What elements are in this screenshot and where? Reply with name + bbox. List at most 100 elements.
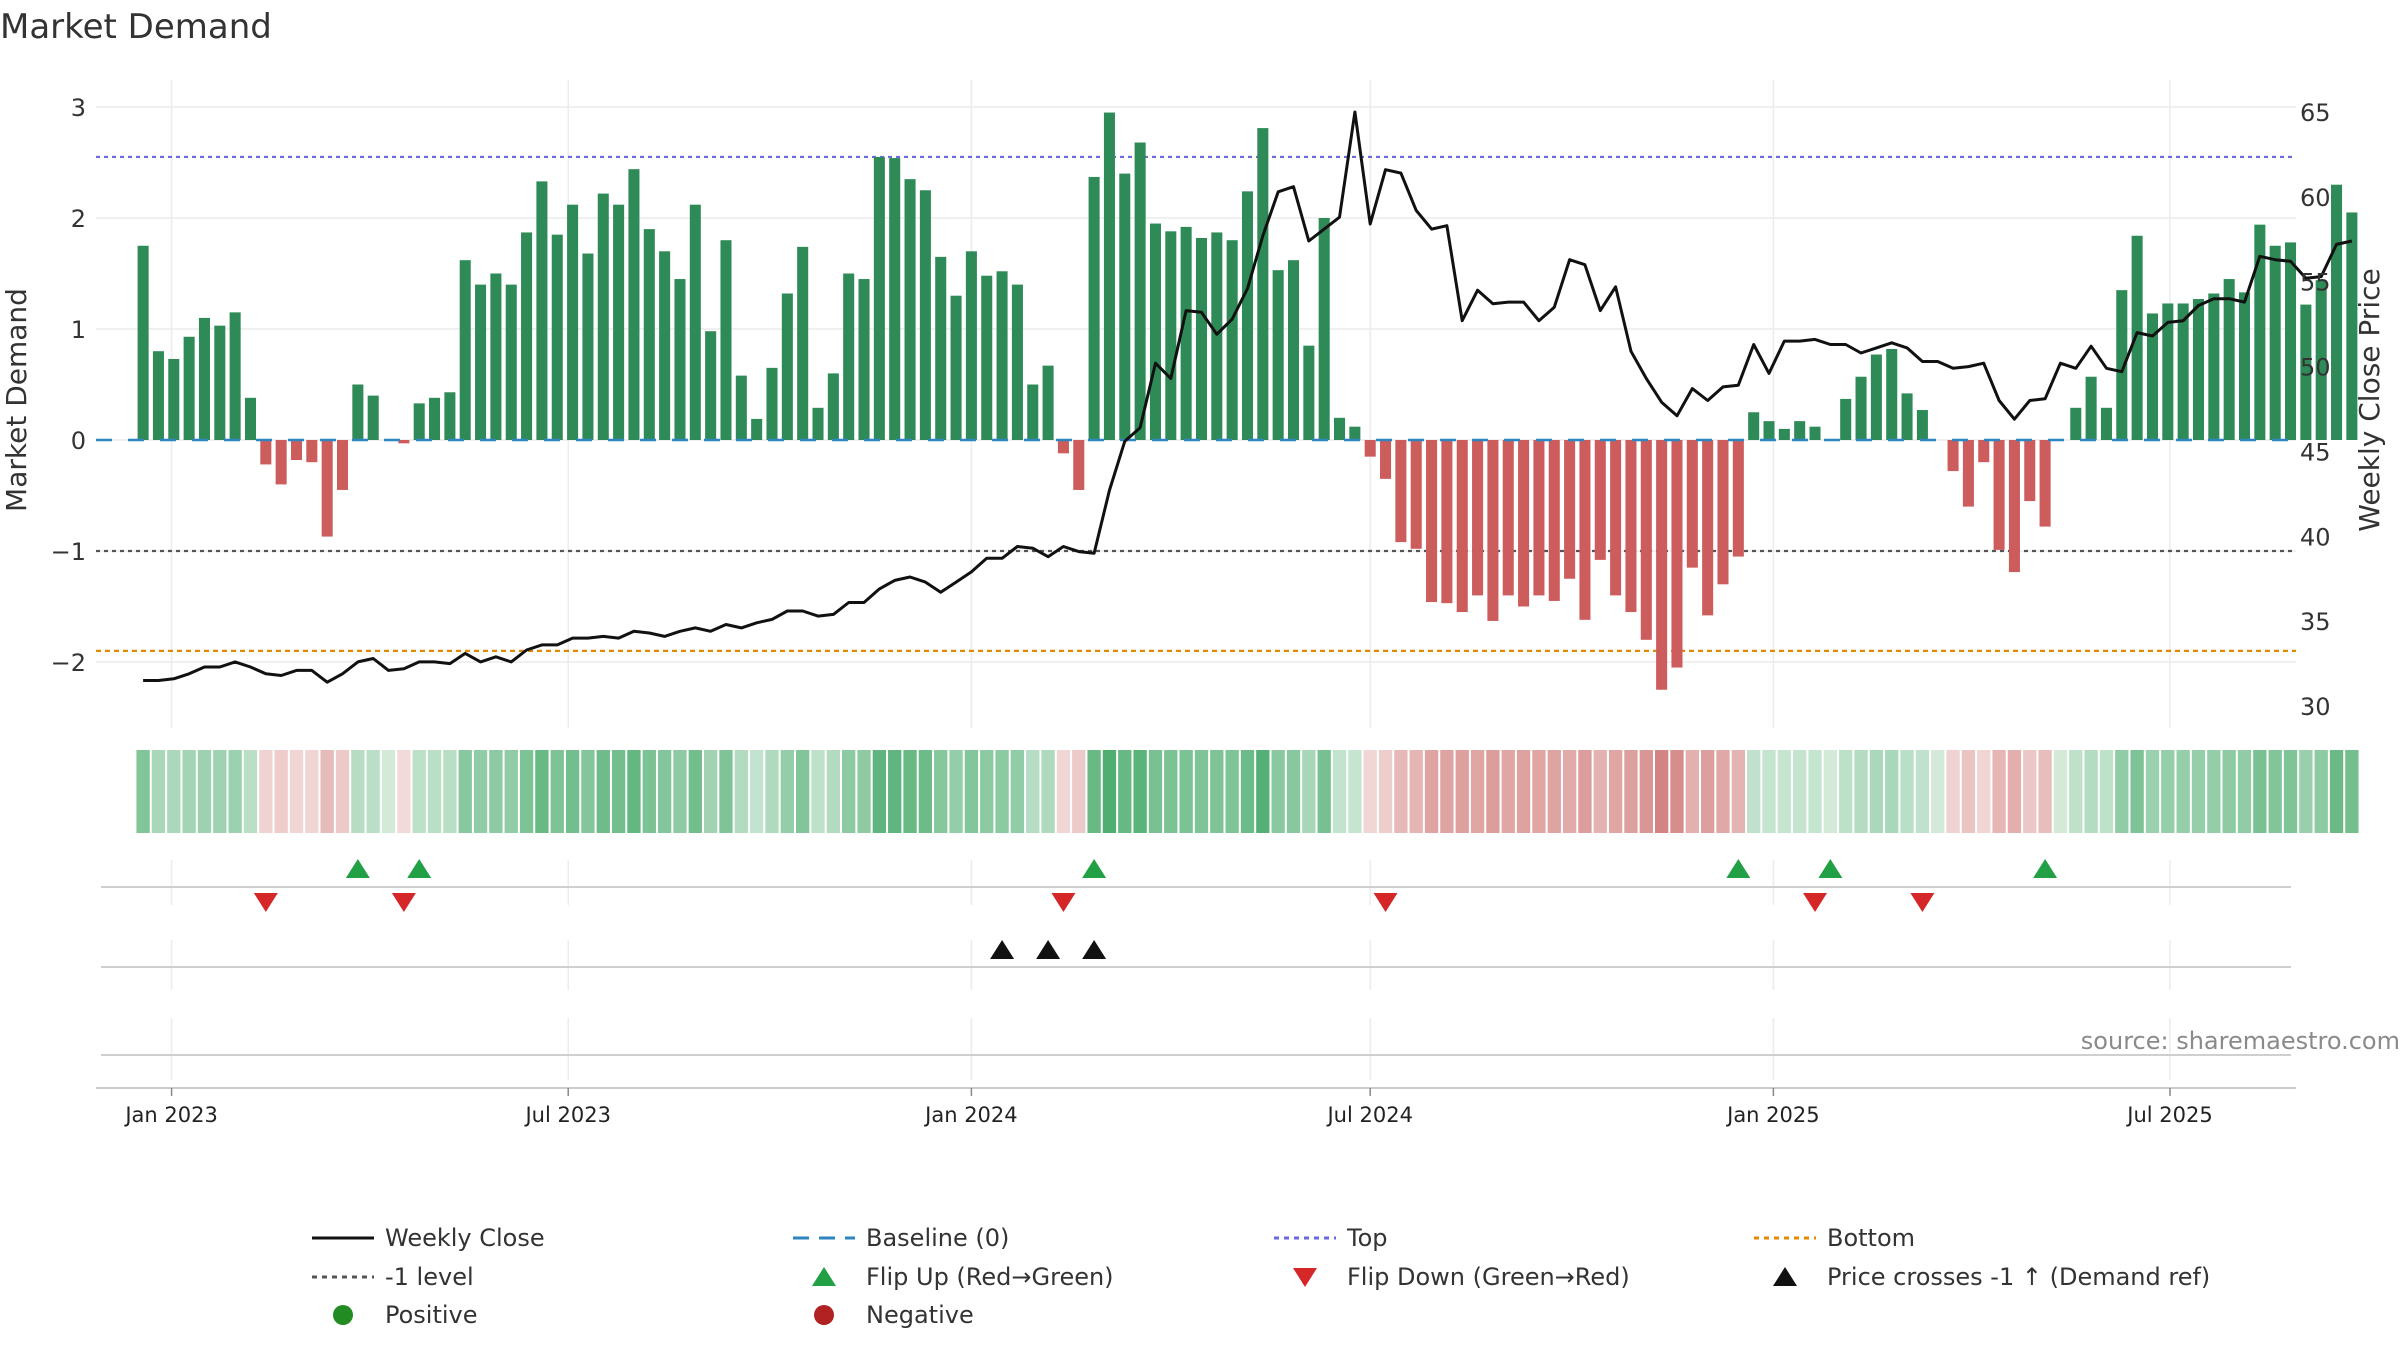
strip-cell-negative xyxy=(1547,750,1561,833)
y-right-tick-label: 50 xyxy=(2300,354,2331,382)
strip-cell-positive xyxy=(611,750,626,833)
negative-bar xyxy=(1962,440,1974,507)
legend-item: Flip Up (Red→Green) xyxy=(812,1263,1114,1291)
strip-cell-positive xyxy=(1332,750,1347,833)
strip-cell-positive xyxy=(1823,750,1838,833)
negative-bar xyxy=(1518,440,1530,607)
negative-bar xyxy=(1594,440,1606,560)
strip-cell-positive xyxy=(1164,750,1178,833)
strip-cell-positive xyxy=(1194,750,1209,833)
positive-bar xyxy=(1840,398,1852,440)
strip-cell-positive xyxy=(1102,750,1117,833)
negative-bar xyxy=(1426,440,1438,603)
strip-cell-negative xyxy=(289,750,304,833)
strip-cell-positive xyxy=(2069,750,2083,833)
strip-cell-positive xyxy=(918,750,933,833)
strip-cell-positive xyxy=(167,750,181,833)
strip-cell-positive xyxy=(627,750,641,833)
legend-dot-icon xyxy=(333,1305,353,1325)
strip-cell-positive xyxy=(657,750,672,833)
negative-bar xyxy=(1640,440,1652,640)
positive-bar xyxy=(613,204,625,440)
legend: Weekly Close Baseline (0) Top Bottom -1 leve… xyxy=(312,1224,2210,1329)
strip-cell-positive xyxy=(2161,750,2175,833)
strip-cell-positive xyxy=(581,750,595,833)
positive-bar xyxy=(444,392,456,440)
strip-cell-positive xyxy=(934,750,948,833)
strip-cell-positive xyxy=(565,750,580,833)
negative-bar xyxy=(1686,440,1698,568)
positive-bar xyxy=(521,232,533,440)
negative-bar xyxy=(1073,440,1085,490)
positive-bar xyxy=(244,397,257,440)
negative-bar xyxy=(336,440,349,490)
demand-bars xyxy=(96,112,2358,690)
strip-cell-positive xyxy=(550,750,564,833)
strip-cell-positive xyxy=(857,750,871,833)
legend-item: -1 level xyxy=(312,1263,474,1291)
legend-label: Price crosses -1 ↑ (Demand ref) xyxy=(1827,1263,2210,1291)
strip-cell-positive xyxy=(228,750,242,833)
strip-cell-positive xyxy=(2115,750,2129,833)
strip-cell-positive xyxy=(2283,750,2298,833)
flip-up-marker xyxy=(2033,859,2058,878)
strip-cell-positive xyxy=(2176,750,2190,833)
strip-cell-positive xyxy=(1286,750,1301,833)
strip-cell-negative xyxy=(1056,750,1071,833)
positive-bar xyxy=(1134,142,1146,440)
positive-bar xyxy=(889,158,901,440)
strip-cell-positive xyxy=(182,750,196,833)
strip-cell-positive xyxy=(2084,750,2098,833)
demand-heat-strip xyxy=(136,750,2359,833)
strip-cell-negative xyxy=(1501,750,1515,833)
legend-triangle-down-icon xyxy=(1293,1268,1317,1287)
positive-bar xyxy=(551,234,563,440)
strip-cell-positive xyxy=(1762,750,1776,833)
negative-bar xyxy=(1364,440,1376,457)
positive-bar xyxy=(214,325,226,440)
positive-bar xyxy=(1011,284,1023,440)
flip-up-marker xyxy=(1818,859,1843,878)
positive-bar xyxy=(2223,279,2235,440)
strip-cell-positive xyxy=(381,750,396,833)
positive-bar xyxy=(1901,393,1913,440)
strip-cell-positive xyxy=(2299,750,2313,833)
positive-bar xyxy=(2346,212,2358,440)
strip-cell-positive xyxy=(1348,750,1362,833)
strip-cell-negative xyxy=(1731,750,1745,833)
strip-cell-positive xyxy=(749,750,764,833)
strip-cell-positive xyxy=(673,750,687,833)
positive-bar xyxy=(1794,421,1806,440)
positive-bar xyxy=(1287,260,1300,440)
legend-label: Bottom xyxy=(1827,1224,1915,1252)
strip-cell-negative xyxy=(1624,750,1638,833)
negative-bar xyxy=(1732,440,1744,557)
positive-bar xyxy=(766,367,778,440)
strip-cell-negative xyxy=(1578,750,1592,833)
positive-bar xyxy=(935,256,947,440)
positive-bar xyxy=(1855,376,1867,440)
legend-item: Weekly Close xyxy=(312,1224,545,1252)
positive-bar xyxy=(2070,407,2082,440)
strip-cell-positive xyxy=(780,750,795,833)
strip-cell-negative xyxy=(335,750,350,833)
strip-cell-positive xyxy=(351,750,365,833)
strip-cell-positive xyxy=(964,750,979,833)
strip-cell-negative xyxy=(1992,750,2006,833)
strip-cell-positive xyxy=(535,750,549,833)
negative-bar xyxy=(321,440,333,537)
strip-cell-negative xyxy=(1946,750,1960,833)
positive-bar xyxy=(2100,407,2112,440)
legend-label: Positive xyxy=(385,1301,478,1329)
y-right-tick-label: 60 xyxy=(2300,184,2331,212)
strip-cell-negative xyxy=(1977,750,1991,833)
x-tick-label: Jul 2023 xyxy=(523,1103,610,1127)
y-axis-right-label: Weekly Close Price xyxy=(2353,268,2386,531)
positive-bar xyxy=(981,275,993,440)
strip-cell-positive xyxy=(412,750,426,833)
positive-bar xyxy=(1318,218,1330,440)
positive-bar xyxy=(1349,426,1361,440)
strip-cell-positive xyxy=(2268,750,2282,833)
flip-up-marker xyxy=(1726,859,1751,878)
strip-cell-positive xyxy=(1900,750,1914,833)
